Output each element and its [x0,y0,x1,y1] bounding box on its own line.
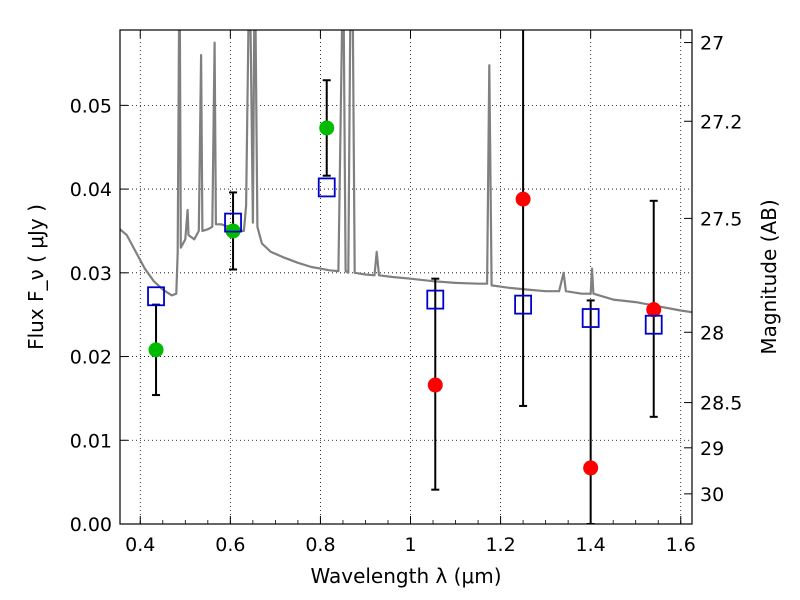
right-tick-label: 28.5 [700,393,742,415]
y-tick-label: 0.01 [70,430,112,452]
detection-point [319,120,335,136]
upper-limit-point [583,460,599,476]
detection-point [148,342,164,358]
y-tick-label: 0.03 [70,263,112,285]
right-tick-label: 30 [700,484,724,506]
right-tick-label: 27.2 [700,111,742,133]
x-tick-label: 1.4 [576,534,606,556]
plot-background [120,30,692,524]
model-band-square [224,212,242,233]
spectrum-line [120,30,692,314]
x-tick-label: 1.2 [485,534,515,556]
x-tick-label: 0.6 [215,534,245,556]
grid-lines [120,30,692,524]
model-band-square [426,289,445,310]
model-band-square [644,314,663,335]
y-tick-label: 0.00 [70,514,112,536]
y-axis-right-title: Magnitude (AB) [757,199,781,354]
model-band-square [147,286,165,307]
right-tick-label: 27 [700,33,724,55]
y-tick-label: 0.04 [70,179,112,201]
x-axis-title: Wavelength λ (μm) [310,564,501,588]
upper-limit-point [515,191,531,207]
model-band-square [581,308,600,328]
upper-limit-point [646,302,662,318]
y-axis-title: Flux F_ν ( μJy ) [24,204,48,350]
right-tick-label: 27.5 [700,208,742,230]
y-tick-label: 0.05 [70,95,112,117]
x-tick-label: 1 [404,534,416,556]
x-tick-label: 0.4 [125,534,155,556]
x-tick-label: 1.6 [666,534,696,556]
model-spectrum [120,30,692,314]
tick-labels: 0.4 0.6 0.8 1 1.2 1.4 1.6 0.00 0.01 0.02 0.03 0.04 0… [70,33,743,556]
right-tick-label: 29 [700,438,724,460]
data-points [147,120,663,476]
axis-ticks [120,30,692,525]
right-tick-label: 28 [700,322,724,344]
y-tick-label: 0.02 [70,347,112,369]
plot-frame [119,29,693,525]
model-band-square [317,177,336,198]
model-band-square [514,294,533,315]
upper-limit-point [427,377,443,393]
x-tick-label: 0.8 [305,534,335,556]
